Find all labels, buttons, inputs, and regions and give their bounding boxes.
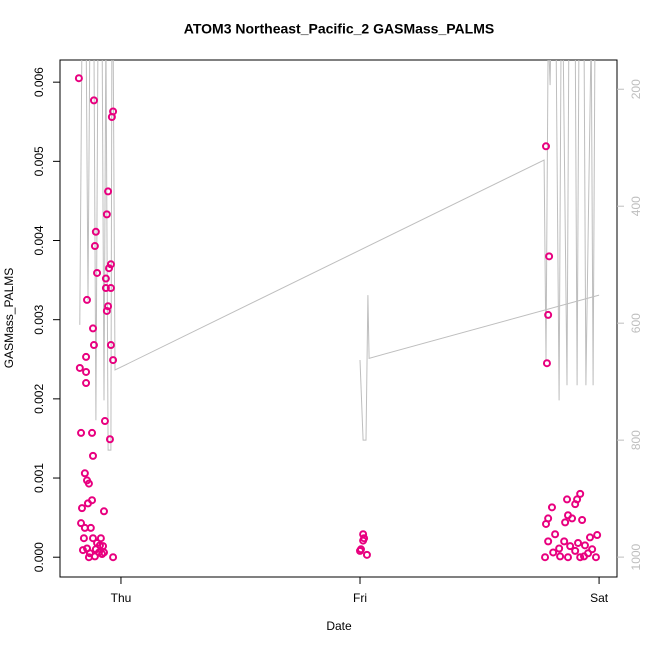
data-point bbox=[593, 531, 602, 540]
data-point bbox=[77, 504, 86, 513]
data-point bbox=[84, 553, 93, 562]
data-point bbox=[106, 284, 115, 293]
data-point bbox=[571, 500, 580, 509]
data-point bbox=[102, 210, 111, 219]
x-tick-label: Sat bbox=[590, 591, 609, 605]
data-point bbox=[74, 74, 83, 83]
data-point bbox=[75, 363, 84, 372]
data-point bbox=[93, 268, 102, 277]
data-point bbox=[91, 227, 100, 236]
y-tick-label: 0.003 bbox=[32, 304, 46, 334]
data-point bbox=[83, 499, 92, 508]
x-axis-label: Date bbox=[326, 619, 352, 633]
data-point bbox=[544, 537, 553, 546]
data-point bbox=[541, 553, 550, 562]
data-point bbox=[89, 341, 98, 350]
data-point bbox=[542, 142, 551, 151]
data-point bbox=[88, 428, 97, 437]
data-point bbox=[78, 546, 87, 555]
y2-tick-label: 200 bbox=[629, 79, 643, 99]
data-point bbox=[106, 341, 115, 350]
data-point bbox=[560, 537, 569, 546]
data-point bbox=[88, 451, 97, 460]
plot-area bbox=[74, 60, 602, 562]
data-point bbox=[89, 96, 98, 105]
data-point bbox=[101, 274, 110, 283]
data-point bbox=[100, 417, 109, 426]
chart-title: ATOM3 Northeast_Pacific_2 GASMass_PALMS bbox=[184, 21, 494, 37]
data-point bbox=[356, 546, 365, 555]
y-axis-label: GASMass_PALMS bbox=[2, 268, 16, 368]
data-point bbox=[576, 553, 585, 562]
pressure-line bbox=[359, 294, 600, 441]
data-point bbox=[99, 507, 108, 516]
data-point bbox=[82, 352, 91, 361]
data-point bbox=[82, 379, 91, 388]
data-point bbox=[79, 534, 88, 543]
data-point bbox=[544, 310, 553, 319]
data-point bbox=[107, 113, 116, 122]
data-point bbox=[86, 523, 95, 532]
data-point bbox=[563, 495, 572, 504]
x-tick-label: Fri bbox=[353, 591, 367, 605]
data-point bbox=[578, 515, 587, 524]
data-point bbox=[80, 469, 89, 478]
data-point bbox=[555, 544, 564, 553]
x-tick-label: Thu bbox=[111, 591, 132, 605]
pressure-line bbox=[79, 60, 596, 451]
data-point bbox=[98, 550, 107, 559]
data-point bbox=[576, 489, 585, 498]
data-point bbox=[88, 534, 97, 543]
data-point bbox=[77, 428, 86, 437]
y-tick-label: 0.001 bbox=[32, 463, 46, 493]
data-point bbox=[585, 533, 594, 542]
data-point bbox=[105, 435, 114, 444]
data-point bbox=[545, 252, 554, 261]
data-point bbox=[563, 553, 572, 562]
y2-tick-label: 400 bbox=[629, 196, 643, 216]
data-point bbox=[561, 518, 570, 527]
data-point bbox=[566, 542, 575, 551]
data-point bbox=[588, 545, 597, 554]
data-point bbox=[542, 519, 551, 528]
data-point bbox=[109, 356, 118, 365]
data-point bbox=[571, 546, 580, 555]
data-point bbox=[556, 552, 565, 561]
data-point bbox=[359, 536, 368, 545]
y2-tick-label: 1000 bbox=[629, 543, 643, 570]
data-point bbox=[102, 306, 111, 315]
y2-tick-label: 600 bbox=[629, 313, 643, 333]
data-point bbox=[77, 519, 86, 528]
data-point bbox=[574, 538, 583, 547]
data-point bbox=[88, 324, 97, 333]
data-point bbox=[82, 367, 91, 376]
data-point bbox=[591, 553, 600, 562]
data-point bbox=[104, 187, 113, 196]
plot-frame bbox=[59, 59, 618, 578]
data-point bbox=[84, 479, 93, 488]
data-point bbox=[362, 550, 371, 559]
y-tick-label: 0.006 bbox=[32, 67, 46, 97]
y-tick-label: 0.004 bbox=[32, 225, 46, 255]
data-point bbox=[580, 552, 589, 561]
data-point bbox=[109, 553, 118, 562]
data-point bbox=[568, 514, 577, 523]
data-point bbox=[90, 242, 99, 251]
data-point bbox=[580, 541, 589, 550]
data-point bbox=[96, 534, 105, 543]
data-point bbox=[547, 503, 556, 512]
data-point bbox=[105, 264, 114, 273]
data-point bbox=[83, 295, 92, 304]
y-tick-label: 0.005 bbox=[32, 146, 46, 176]
y-tick-label: 0.000 bbox=[32, 542, 46, 572]
y-tick-label: 0.002 bbox=[32, 384, 46, 414]
data-point bbox=[551, 530, 560, 539]
data-point bbox=[549, 548, 558, 557]
data-point bbox=[542, 359, 551, 368]
y2-tick-label: 800 bbox=[629, 430, 643, 450]
